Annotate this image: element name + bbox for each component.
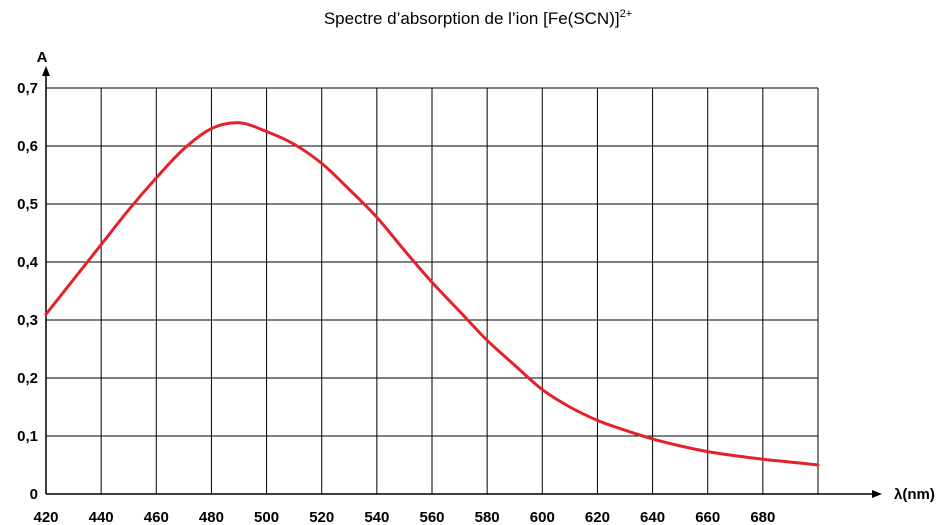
x-tick-label: 480 bbox=[199, 509, 224, 525]
x-axis-ticks: 420 440 460 480 500 520 540 560 580 600 620 640 660 6… bbox=[33, 509, 775, 525]
y-tick-label: 0,1 bbox=[17, 428, 38, 445]
axes bbox=[42, 66, 882, 498]
x-axis-arrow bbox=[872, 490, 882, 498]
chart-title-superscript: 2+ bbox=[620, 8, 633, 20]
y-tick-label: 0,6 bbox=[17, 138, 38, 155]
series-layer bbox=[44, 121, 820, 467]
y-tick-label: 0,2 bbox=[17, 370, 38, 387]
chart-title-main: Spectre d’absorption de l’ion [Fe(SCN)] bbox=[324, 9, 620, 28]
absorption-curve bbox=[44, 121, 820, 467]
y-tick-label: 0,4 bbox=[17, 254, 39, 271]
x-tick-label: 660 bbox=[695, 509, 720, 525]
y-axis-label: A bbox=[37, 49, 48, 66]
y-tick-label: 0,3 bbox=[17, 312, 38, 329]
x-tick-label: 540 bbox=[364, 509, 389, 525]
x-tick-label: 580 bbox=[475, 509, 500, 525]
x-tick-label: 440 bbox=[89, 509, 114, 525]
x-tick-label: 600 bbox=[530, 509, 555, 525]
x-axis-label: λ(nm) bbox=[894, 486, 935, 503]
x-tick-label: 460 bbox=[144, 509, 169, 525]
x-tick-label: 640 bbox=[640, 509, 665, 525]
y-axis-arrow bbox=[42, 66, 50, 76]
x-tick-label: 520 bbox=[309, 509, 334, 525]
chart-title: Spectre d’absorption de l’ion [Fe(SCN)]2… bbox=[324, 8, 632, 28]
y-tick-label: 0 bbox=[30, 486, 38, 503]
y-axis-ticks: 0 0,1 0,2 0,3 0,4 0,5 0,6 0,7 bbox=[17, 80, 39, 503]
grid bbox=[45, 87, 819, 494]
y-tick-label: 0,7 bbox=[17, 80, 38, 97]
x-tick-label: 420 bbox=[33, 509, 58, 525]
y-tick-label: 0,5 bbox=[17, 196, 38, 213]
x-tick-label: 500 bbox=[254, 509, 279, 525]
x-tick-label: 620 bbox=[585, 509, 610, 525]
x-tick-label: 680 bbox=[750, 509, 775, 525]
x-tick-label: 560 bbox=[419, 509, 444, 525]
